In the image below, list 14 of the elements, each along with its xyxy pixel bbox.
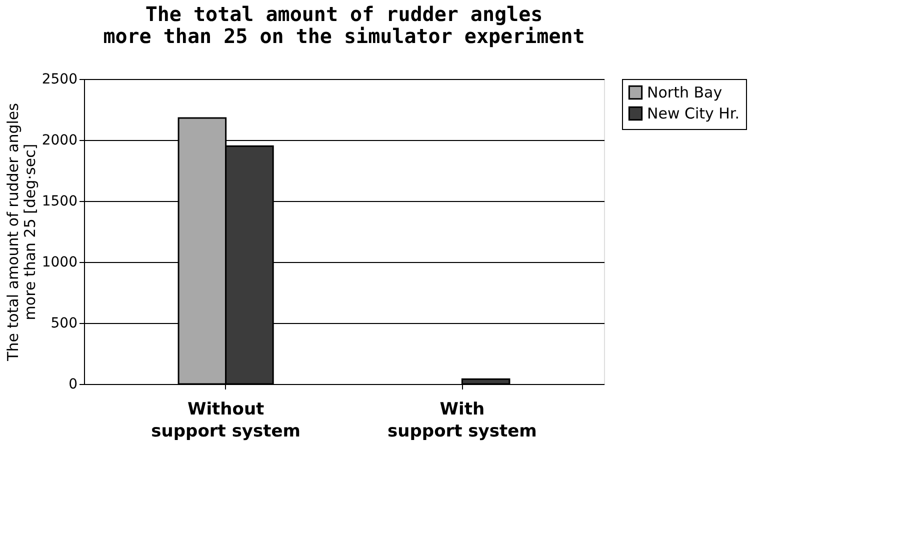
- y-tick-label: 0: [68, 376, 78, 392]
- x-tick-label: Without support system: [151, 400, 300, 442]
- y-tick-label: 1000: [42, 254, 78, 270]
- y-tick-label: 2000: [42, 132, 78, 148]
- text: The total amount of rudder angles: [4, 103, 22, 361]
- legend-label: North Bay: [647, 84, 722, 102]
- text: The total amount of rudder angles: [145, 2, 543, 26]
- y-tick-label: 2500: [42, 72, 78, 88]
- y-tick-label: 500: [50, 316, 78, 332]
- y-tick-label: 1500: [42, 194, 78, 210]
- x-tick-label: With support system: [388, 400, 537, 442]
- text: more than 25 on the simulator experiment: [103, 24, 585, 48]
- legend-label: New City Hr.: [647, 104, 740, 122]
- text: more than 25 [deg·sec]: [20, 144, 39, 320]
